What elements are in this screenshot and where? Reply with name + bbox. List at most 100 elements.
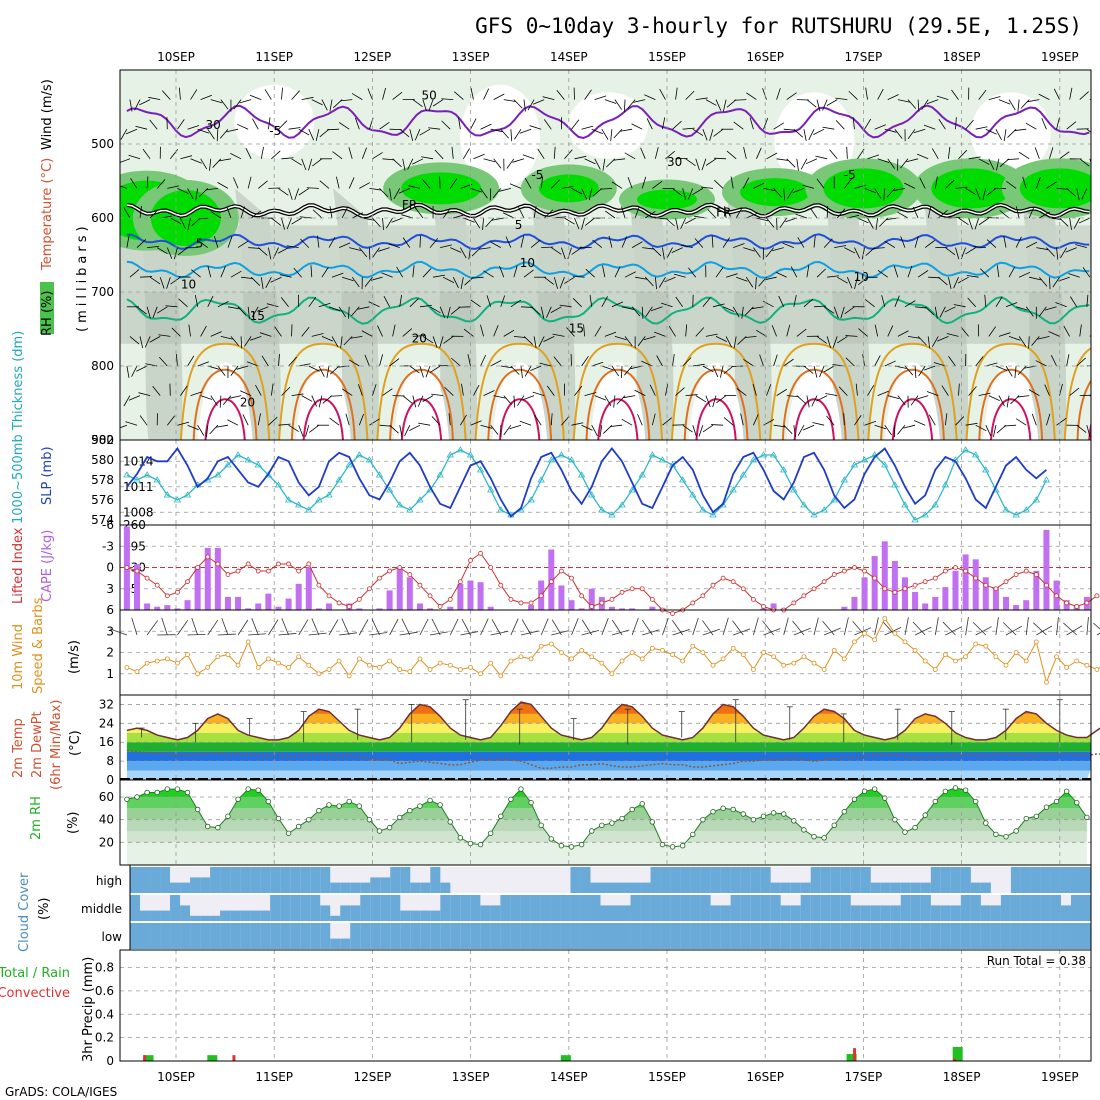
- rh2-point: [447, 819, 453, 825]
- bottom-date-label: 17SEP: [845, 1070, 883, 1084]
- upper-wind-barb: [561, 415, 570, 426]
- cloud-cell-bg: [510, 867, 521, 893]
- thickness-point: [557, 451, 566, 458]
- isotherm-minus5: [126, 104, 1090, 140]
- upper-wind-barb: [996, 158, 1000, 171]
- upper-wind-barb: [322, 395, 333, 404]
- thickness-point: [759, 451, 768, 458]
- cloud-cell: [1020, 895, 1032, 921]
- cloud-cell-bg: [620, 867, 632, 893]
- cloud-cell: [180, 905, 191, 921]
- wind10-barb: [942, 621, 956, 636]
- upper-wind-barb: [840, 306, 845, 319]
- cloud-cell: [820, 895, 832, 921]
- upper-wind-barb: [645, 306, 653, 317]
- upper-wind-barb: [177, 119, 185, 130]
- upper-wind-barb: [621, 206, 626, 219]
- rh2-point: [437, 802, 443, 808]
- wind10-point: [670, 652, 675, 658]
- wind10-point: [720, 656, 726, 662]
- upper-wind-barb: [428, 127, 441, 130]
- upper-wind-barb: [999, 158, 1010, 167]
- upper-wind-barb: [927, 336, 931, 349]
- upper-wind-barb: [490, 424, 499, 435]
- cloud-cell: [620, 905, 632, 921]
- upper-wind-barb: [350, 336, 363, 339]
- upper-wind-barb: [907, 336, 920, 339]
- upper-wind-barb: [715, 99, 722, 111]
- cloud-cell: [140, 867, 151, 893]
- cloud-cell: [850, 923, 862, 949]
- cape-bar: [427, 608, 434, 610]
- upper-wind-barb: [614, 266, 621, 278]
- thickness-point: [800, 501, 808, 508]
- li-point: [852, 565, 857, 570]
- upper-wind-barb: [245, 147, 252, 159]
- wind10-barb: [692, 617, 699, 636]
- upper-wind-barb: [1017, 365, 1027, 376]
- upper-wind-barb: [393, 188, 401, 200]
- wind10-barb: [874, 617, 879, 636]
- contour-label: 10: [854, 270, 869, 284]
- cloud-cell: [790, 882, 802, 893]
- upper-wind-barb: [492, 188, 502, 198]
- upper-wind-barb: [541, 246, 554, 248]
- upper-wind-barb: [210, 395, 218, 406]
- cape-bar: [629, 608, 636, 610]
- upper-wind-barb: [662, 117, 666, 130]
- upper-wind-barb: [288, 188, 293, 200]
- cape-bar: [1023, 600, 1030, 610]
- upper-wind-barb: [177, 421, 190, 426]
- cloud-cell: [1010, 923, 1022, 949]
- upper-wind-barb: [1006, 181, 1017, 189]
- wind10-point: [508, 658, 514, 664]
- rh2-point: [831, 822, 837, 829]
- upper-wind-barb: [995, 365, 1008, 371]
- cape-bar: [871, 556, 878, 610]
- upper-wind-barb: [724, 206, 727, 219]
- li-point: [569, 575, 574, 581]
- thickness-point: [527, 496, 535, 503]
- upper-wind-barb: [210, 99, 223, 104]
- upper-wind-barb: [783, 424, 793, 434]
- li-tick: 6: [106, 603, 114, 617]
- upper-wind-barb: [564, 276, 575, 284]
- rh2-point: [245, 786, 251, 792]
- cloud-cell: [680, 867, 692, 893]
- temp-tick: 8: [106, 754, 114, 768]
- upper-wind-barb: [409, 365, 420, 374]
- cloud-cell: [960, 923, 972, 949]
- thickness-point: [214, 471, 222, 478]
- wind10-point: [316, 671, 322, 677]
- upper-wind-barb: [388, 243, 400, 248]
- upper-wind-barb: [833, 306, 839, 319]
- cape-bar: [942, 587, 949, 610]
- upper-wind-barb: [783, 128, 796, 131]
- cloud-cell-bg: [500, 867, 511, 893]
- contour-label: -5: [844, 168, 856, 182]
- cloud-cell: [400, 923, 411, 949]
- upper-wind-barb: [695, 158, 700, 171]
- upper-wind-barb: [608, 235, 613, 248]
- cloud-cell: [900, 895, 912, 921]
- upper-wind-barb: [328, 306, 341, 312]
- wind10-point: [518, 654, 524, 660]
- wind10-barb: [308, 632, 327, 636]
- cloud-cell: [600, 882, 611, 893]
- upper-wind-barb: [945, 179, 955, 189]
- thickness-point: [971, 451, 980, 458]
- contour-label: 15: [250, 309, 265, 323]
- upper-wind-barb: [553, 277, 558, 289]
- temp-line: [126, 701, 1100, 741]
- wind10-point: [255, 664, 261, 670]
- cloud-cell-bg: [420, 867, 431, 893]
- li-point: [195, 565, 201, 570]
- upper-wind-barb: [1003, 235, 1007, 248]
- upper-wind-barb: [877, 158, 890, 163]
- cloud-cell: [630, 882, 642, 893]
- upper-wind-barb: [288, 356, 297, 367]
- upper-wind-barb: [985, 128, 997, 135]
- upper-wind-barb: [835, 120, 845, 130]
- wind10-barb: [328, 619, 339, 636]
- upper-wind-barb: [240, 206, 245, 219]
